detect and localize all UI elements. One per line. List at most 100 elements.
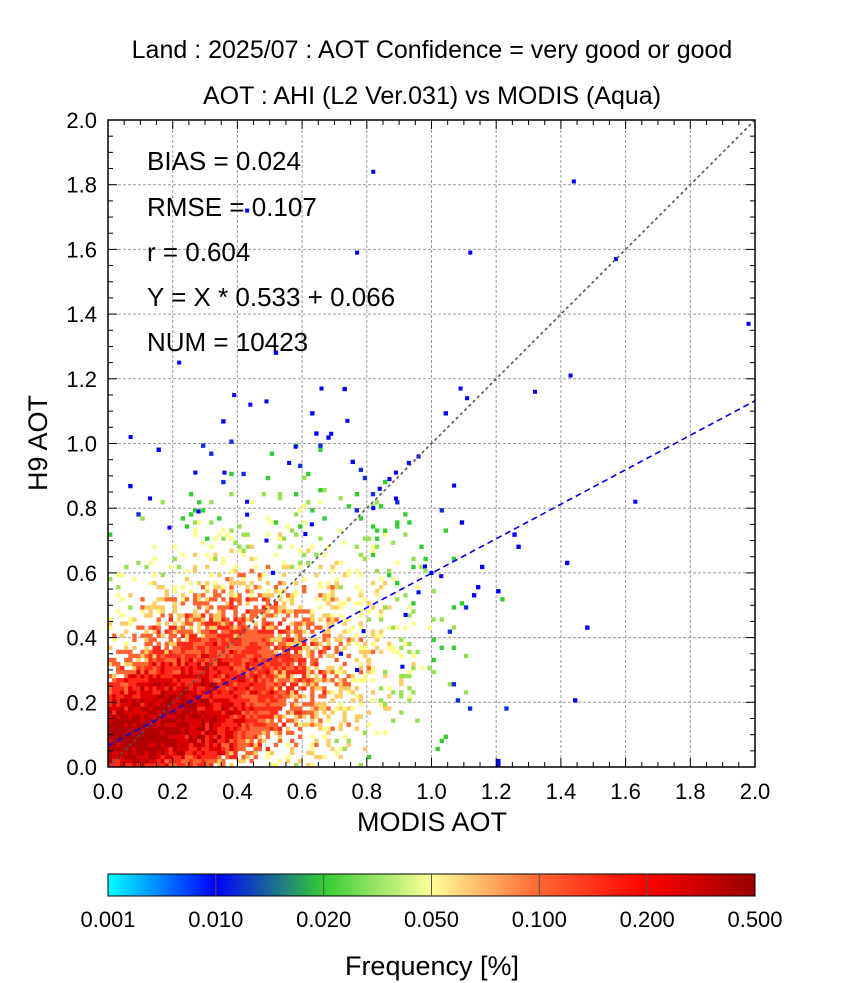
density-cell — [269, 722, 275, 727]
density-cell — [346, 597, 351, 602]
density-cell — [229, 742, 234, 748]
density-cell — [245, 585, 250, 590]
density-cell — [140, 714, 145, 719]
density-cell — [152, 726, 157, 731]
density-cell — [249, 694, 254, 699]
density-cell — [156, 682, 161, 687]
density-cell — [249, 669, 254, 675]
density-cell — [358, 649, 364, 655]
density-cell — [289, 710, 295, 715]
density-cell — [116, 682, 121, 687]
density-cell — [314, 702, 319, 707]
density-cell — [253, 702, 258, 707]
density-cell — [374, 536, 380, 541]
density-cell — [144, 661, 149, 667]
density-cell — [116, 690, 121, 695]
density-cell — [160, 657, 165, 663]
density-cell — [184, 762, 190, 767]
density-cell — [180, 686, 186, 691]
density-cell — [108, 576, 113, 582]
density-cell — [196, 597, 202, 602]
density-cell — [298, 669, 303, 675]
density-cell — [229, 548, 234, 553]
density-cell — [221, 678, 226, 683]
density-cell — [128, 593, 133, 598]
density-cell — [192, 665, 198, 671]
density-cell — [306, 673, 311, 679]
density-cell — [120, 738, 125, 744]
density-cell — [144, 714, 149, 719]
density-cell — [164, 722, 169, 727]
density-cell — [281, 698, 287, 703]
density-cell — [350, 637, 355, 642]
density-cell — [257, 645, 262, 651]
density-cell — [298, 649, 303, 655]
density-cell — [229, 492, 234, 497]
density-cell — [245, 617, 250, 622]
density-cell — [302, 576, 307, 582]
density-cell — [128, 762, 133, 767]
density-cell — [269, 653, 275, 659]
density-cell — [322, 629, 327, 634]
density-cell — [281, 601, 287, 606]
density-cell — [314, 714, 319, 719]
density-cell — [140, 678, 145, 683]
density-cell — [176, 564, 182, 570]
density-cell — [168, 690, 173, 695]
density-cell — [233, 568, 238, 574]
density-cell — [124, 645, 129, 651]
density-cell — [257, 572, 262, 578]
density-cell — [176, 637, 182, 642]
density-cell — [148, 678, 153, 683]
density-cell — [334, 576, 339, 582]
density-cell — [152, 653, 157, 659]
density-cell — [285, 564, 291, 570]
density-cell — [144, 754, 149, 760]
density-cell — [318, 580, 323, 586]
density-cell — [124, 678, 129, 683]
density-cell — [463, 605, 469, 610]
density-cell — [277, 673, 283, 679]
density-cell — [253, 621, 258, 626]
density-cell — [253, 722, 258, 727]
density-cell — [176, 718, 182, 723]
density-cell — [399, 678, 404, 683]
density-cell — [318, 722, 323, 727]
density-cell — [108, 746, 113, 752]
density-cell — [225, 621, 230, 626]
density-cell — [192, 645, 198, 651]
density-cell — [326, 585, 331, 590]
density-cell — [221, 641, 226, 646]
density-cell — [205, 746, 210, 752]
density-cell — [257, 629, 262, 634]
density-cell — [136, 738, 141, 744]
density-cell — [241, 645, 246, 651]
density-cell — [237, 645, 242, 651]
density-cell — [354, 657, 360, 663]
density-cell — [245, 750, 250, 756]
density-cell — [156, 609, 161, 614]
density-cell — [184, 576, 190, 582]
density-cell — [132, 710, 137, 715]
density-cell — [164, 665, 169, 671]
density-cell — [358, 678, 364, 683]
density-cell — [233, 673, 238, 679]
density-cell — [269, 762, 275, 767]
density-cell — [310, 641, 315, 646]
density-cell — [192, 601, 198, 606]
density-cell — [172, 625, 178, 630]
density-cell — [253, 686, 258, 691]
density-cell — [188, 613, 194, 618]
density-cell — [132, 645, 137, 651]
density-cell — [447, 682, 453, 687]
density-cell — [245, 706, 250, 711]
density-cell — [229, 528, 234, 533]
density-cell — [289, 637, 295, 642]
density-cell — [310, 544, 315, 549]
density-cell — [172, 702, 178, 707]
density-cell — [245, 609, 250, 614]
density-cell — [277, 544, 283, 549]
density-cell — [209, 597, 214, 602]
density-cell — [459, 520, 465, 525]
density-cell — [221, 589, 226, 594]
